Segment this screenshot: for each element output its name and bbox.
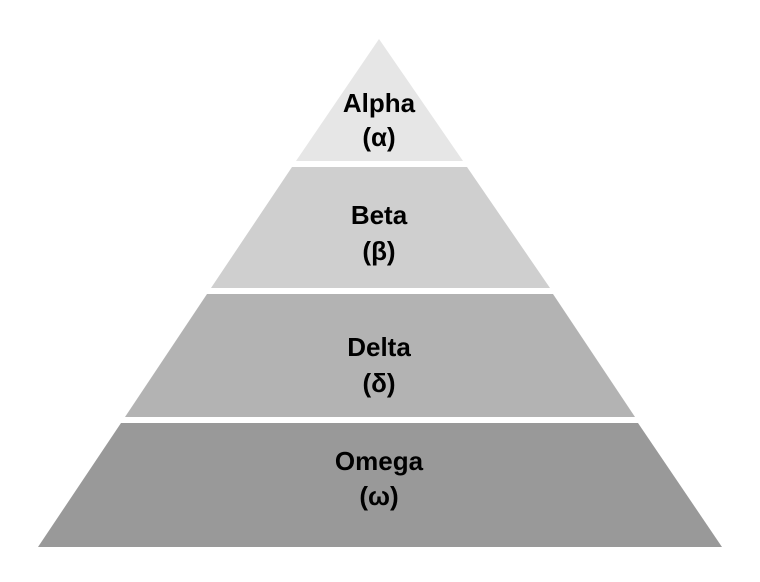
tier-delta-shape xyxy=(125,294,635,417)
tier-beta-symbol: (β) xyxy=(362,236,395,266)
tier-omega-shape xyxy=(38,423,722,547)
tier-beta-name: Beta xyxy=(351,200,408,230)
tier-alpha-shape xyxy=(296,39,463,161)
tier-beta: Beta (β) xyxy=(211,167,550,288)
tier-alpha: Alpha (α) xyxy=(296,39,463,161)
tier-beta-shape xyxy=(211,167,550,288)
tier-alpha-symbol: (α) xyxy=(362,122,395,152)
tier-delta-name: Delta xyxy=(347,332,411,362)
tier-omega-symbol: (ω) xyxy=(359,481,398,511)
tier-delta-symbol: (δ) xyxy=(362,368,395,398)
tier-omega: Omega (ω) xyxy=(38,423,722,547)
tier-alpha-name: Alpha xyxy=(343,88,416,118)
tier-delta: Delta (δ) xyxy=(125,294,635,417)
tier-omega-name: Omega xyxy=(335,446,424,476)
